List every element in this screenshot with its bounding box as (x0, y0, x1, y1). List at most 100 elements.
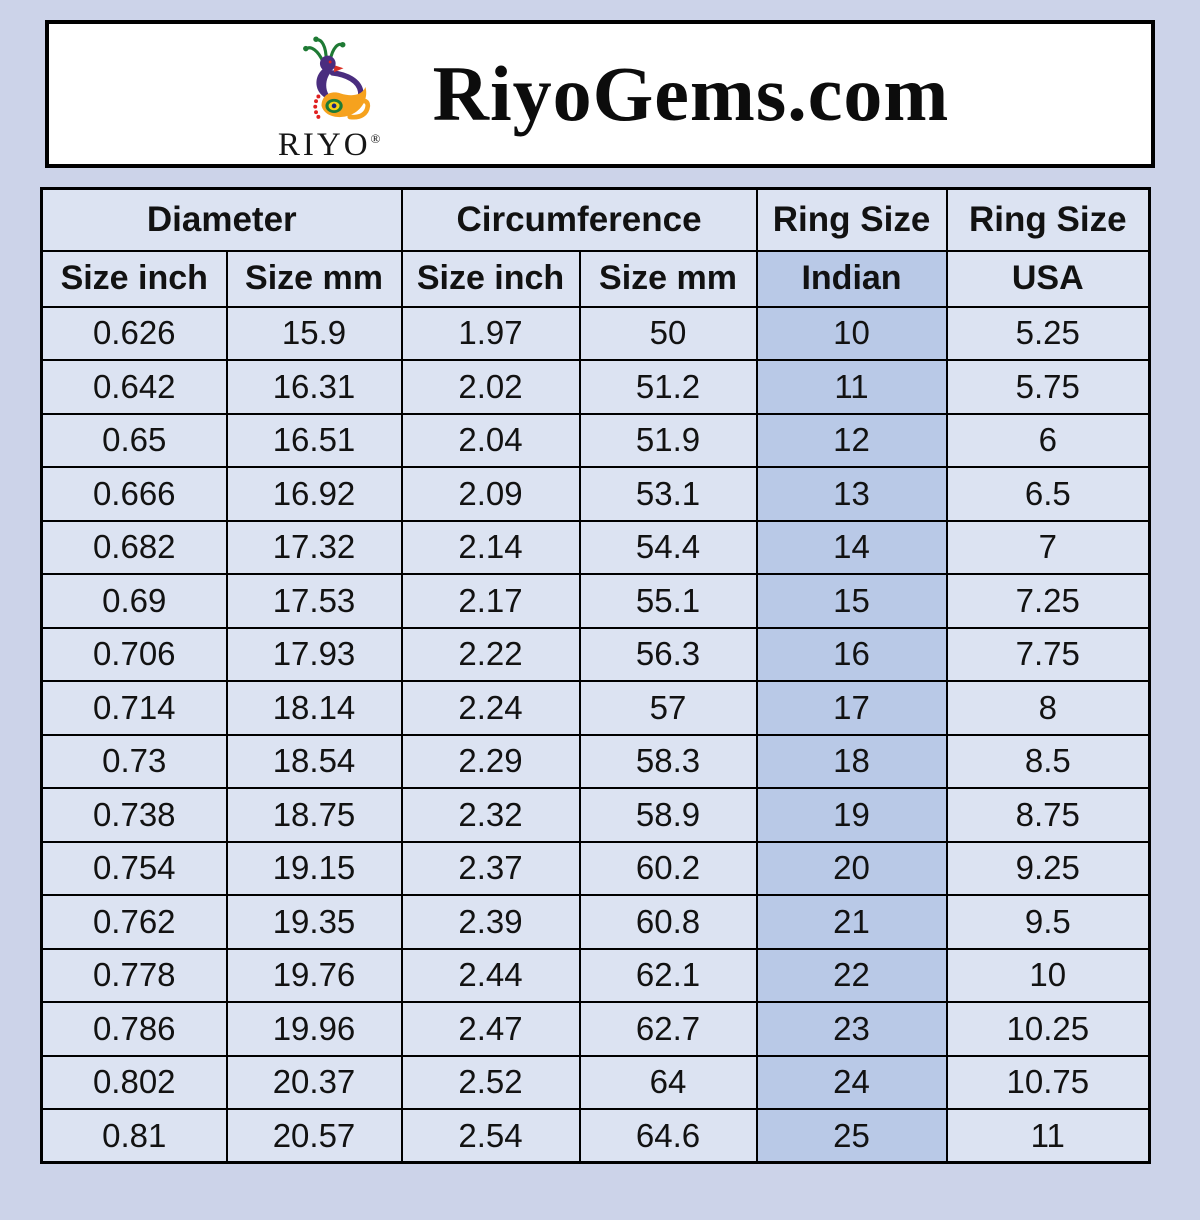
table-row: 0.682 17.32 2.14 54.4 14 7 (40, 519, 1151, 575)
cell-ring-size-usa: 7 (945, 519, 1151, 575)
table-row: 0.65 16.51 2.04 51.9 12 6 (40, 412, 1151, 468)
cell-ring-size-indian: 16 (755, 626, 948, 682)
table-row: 0.786 19.96 2.47 62.7 23 10.25 (40, 1001, 1151, 1057)
cell-ring-size-usa: 5.75 (945, 359, 1151, 415)
cell-ring-size-indian: 21 (755, 894, 948, 950)
group-header-ring-size-usa: Ring Size (945, 187, 1151, 252)
cell-ring-size-indian: 22 (755, 947, 948, 1003)
cell-ring-size-usa: 8.5 (945, 733, 1151, 789)
cell-diameter-mm: 16.51 (225, 412, 403, 468)
cell-circumference-inch: 2.47 (400, 1001, 581, 1057)
cell-circumference-mm: 54.4 (578, 519, 758, 575)
cell-diameter-mm: 18.54 (225, 733, 403, 789)
col-header-circumference-inch: Size inch (400, 249, 581, 308)
cell-ring-size-indian: 15 (755, 573, 948, 629)
table-row: 0.802 20.37 2.52 64 24 10.75 (40, 1054, 1151, 1110)
cell-circumference-inch: 2.54 (400, 1108, 581, 1164)
table-row: 0.626 15.9 1.97 50 10 5.25 (40, 305, 1151, 361)
cell-diameter-inch: 0.682 (40, 519, 228, 575)
cell-diameter-mm: 17.93 (225, 626, 403, 682)
cell-diameter-mm: 16.92 (225, 466, 403, 522)
cell-ring-size-indian: 17 (755, 680, 948, 736)
riyo-logo: RIYO® (251, 29, 411, 162)
cell-ring-size-indian: 23 (755, 1001, 948, 1057)
cell-circumference-inch: 2.04 (400, 412, 581, 468)
cell-circumference-inch: 2.14 (400, 519, 581, 575)
cell-circumference-inch: 1.97 (400, 305, 581, 361)
cell-ring-size-indian: 13 (755, 466, 948, 522)
group-header-circumference: Circumference (400, 187, 758, 252)
cell-diameter-mm: 18.75 (225, 787, 403, 843)
col-header-usa: USA (945, 249, 1151, 308)
table-sub-header-row: Size inch Size mm Size inch Size mm Indi… (40, 249, 1151, 308)
table-row: 0.81 20.57 2.54 64.6 25 11 (40, 1108, 1151, 1164)
cell-circumference-inch: 2.32 (400, 787, 581, 843)
cell-circumference-mm: 62.1 (578, 947, 758, 1003)
cell-circumference-inch: 2.22 (400, 626, 581, 682)
cell-diameter-mm: 19.76 (225, 947, 403, 1003)
cell-ring-size-usa: 10 (945, 947, 1151, 1003)
cell-diameter-inch: 0.778 (40, 947, 228, 1003)
table-row: 0.73 18.54 2.29 58.3 18 8.5 (40, 733, 1151, 789)
table-row: 0.754 19.15 2.37 60.2 20 9.25 (40, 840, 1151, 896)
cell-diameter-mm: 19.96 (225, 1001, 403, 1057)
col-header-diameter-mm: Size mm (225, 249, 403, 308)
table-row: 0.714 18.14 2.24 57 17 8 (40, 680, 1151, 736)
cell-ring-size-usa: 8 (945, 680, 1151, 736)
cell-ring-size-indian: 19 (755, 787, 948, 843)
cell-ring-size-indian: 24 (755, 1054, 948, 1110)
cell-circumference-inch: 2.39 (400, 894, 581, 950)
col-header-diameter-inch: Size inch (40, 249, 228, 308)
table-row: 0.642 16.31 2.02 51.2 11 5.75 (40, 359, 1151, 415)
table-row: 0.706 17.93 2.22 56.3 16 7.75 (40, 626, 1151, 682)
cell-ring-size-indian: 12 (755, 412, 948, 468)
registered-mark-icon: ® (370, 130, 384, 146)
cell-diameter-inch: 0.73 (40, 733, 228, 789)
cell-circumference-mm: 56.3 (578, 626, 758, 682)
cell-diameter-inch: 0.754 (40, 840, 228, 896)
cell-diameter-mm: 20.57 (225, 1108, 403, 1164)
cell-circumference-inch: 2.09 (400, 466, 581, 522)
cell-ring-size-usa: 10.75 (945, 1054, 1151, 1110)
table-row: 0.738 18.75 2.32 58.9 19 8.75 (40, 787, 1151, 843)
cell-circumference-mm: 55.1 (578, 573, 758, 629)
cell-diameter-mm: 15.9 (225, 305, 403, 361)
cell-circumference-inch: 2.52 (400, 1054, 581, 1110)
table-row: 0.762 19.35 2.39 60.8 21 9.5 (40, 894, 1151, 950)
cell-ring-size-indian: 14 (755, 519, 948, 575)
cell-diameter-inch: 0.762 (40, 894, 228, 950)
site-title: RiyoGems.com (432, 50, 950, 137)
cell-diameter-mm: 19.35 (225, 894, 403, 950)
table-row: 0.666 16.92 2.09 53.1 13 6.5 (40, 466, 1151, 522)
cell-circumference-mm: 57 (578, 680, 758, 736)
cell-ring-size-usa: 7.75 (945, 626, 1151, 682)
header-banner: RIYO® RiyoGems.com (45, 20, 1155, 168)
cell-diameter-mm: 17.32 (225, 519, 403, 575)
cell-ring-size-usa: 9.25 (945, 840, 1151, 896)
cell-circumference-mm: 53.1 (578, 466, 758, 522)
cell-ring-size-usa: 9.5 (945, 894, 1151, 950)
cell-circumference-inch: 2.02 (400, 359, 581, 415)
cell-ring-size-usa: 6.5 (945, 466, 1151, 522)
cell-diameter-inch: 0.642 (40, 359, 228, 415)
cell-circumference-inch: 2.37 (400, 840, 581, 896)
cell-circumference-mm: 50 (578, 305, 758, 361)
cell-ring-size-usa: 7.25 (945, 573, 1151, 629)
table-row: 0.778 19.76 2.44 62.1 22 10 (40, 947, 1151, 1003)
cell-circumference-mm: 58.9 (578, 787, 758, 843)
cell-circumference-mm: 64.6 (578, 1108, 758, 1164)
cell-diameter-inch: 0.738 (40, 787, 228, 843)
cell-diameter-inch: 0.69 (40, 573, 228, 629)
cell-ring-size-indian: 20 (755, 840, 948, 896)
group-header-ring-size-indian: Ring Size (755, 187, 948, 252)
cell-circumference-mm: 51.2 (578, 359, 758, 415)
cell-diameter-inch: 0.666 (40, 466, 228, 522)
cell-diameter-inch: 0.786 (40, 1001, 228, 1057)
cell-ring-size-indian: 10 (755, 305, 948, 361)
cell-diameter-inch: 0.802 (40, 1054, 228, 1110)
logo-text: RIYO (277, 126, 371, 163)
cell-circumference-mm: 58.3 (578, 733, 758, 789)
cell-ring-size-usa: 8.75 (945, 787, 1151, 843)
cell-circumference-inch: 2.44 (400, 947, 581, 1003)
cell-circumference-inch: 2.24 (400, 680, 581, 736)
